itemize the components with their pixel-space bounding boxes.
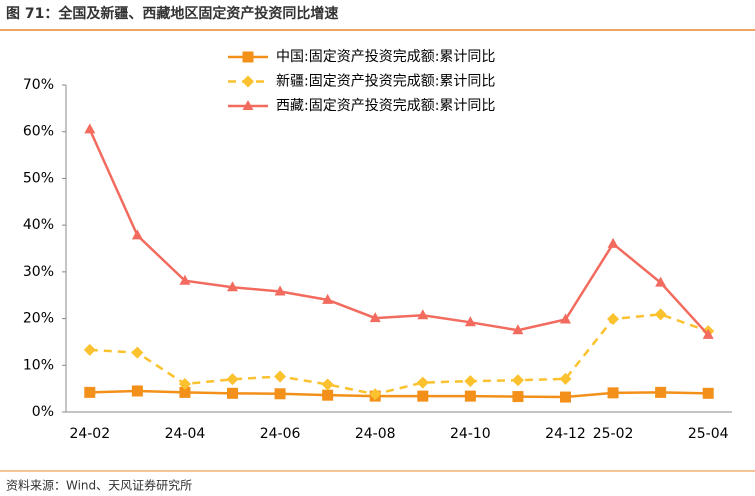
marker	[512, 324, 524, 335]
marker	[607, 237, 619, 248]
marker	[227, 281, 238, 292]
marker	[131, 346, 144, 359]
x-tick-label: 24-12	[545, 426, 586, 442]
marker	[369, 312, 381, 323]
marker	[559, 372, 572, 385]
x-tick-label: 24-08	[355, 426, 396, 442]
marker	[607, 387, 619, 399]
marker	[83, 343, 96, 356]
legend-marker	[242, 100, 254, 110]
y-tick-label: 0%	[32, 404, 54, 420]
series-line	[88, 128, 710, 336]
x-tick-label: 25-02	[593, 426, 634, 442]
x-tick-label: 24-04	[165, 426, 206, 442]
y-tick-label: 50%	[23, 170, 54, 186]
marker	[321, 378, 334, 391]
marker	[274, 388, 286, 400]
marker	[131, 385, 143, 397]
marker	[417, 309, 429, 320]
marker	[464, 375, 477, 388]
y-tick-label: 70%	[23, 77, 54, 93]
marker	[84, 123, 96, 134]
marker	[274, 285, 286, 296]
marker	[417, 390, 429, 402]
marker	[560, 391, 571, 403]
y-tick-label: 20%	[23, 311, 54, 327]
marker	[464, 316, 476, 327]
series-line	[89, 313, 709, 396]
marker	[178, 377, 191, 390]
marker	[416, 376, 429, 389]
legend-marker	[242, 75, 254, 88]
x-tick-label: 25-04	[688, 426, 729, 442]
marker	[654, 308, 667, 321]
y-tick-label: 60%	[23, 124, 54, 140]
marker	[226, 373, 239, 386]
marker	[322, 389, 334, 401]
marker	[84, 386, 96, 398]
marker	[511, 374, 524, 387]
x-tick-label: 24-06	[260, 426, 301, 442]
x-tick-label: 24-10	[450, 426, 491, 442]
legend-label: 新疆:固定资产投资完成额:累计同比	[276, 74, 495, 90]
marker	[274, 370, 287, 383]
marker	[227, 387, 238, 399]
y-tick-label: 40%	[23, 217, 54, 233]
figure-title: 图 71：全国及新疆、西藏地区固定资产投资同比增速	[6, 5, 338, 22]
marker	[702, 328, 714, 339]
series-line	[89, 389, 709, 399]
y-tick-label: 10%	[23, 357, 54, 373]
marker	[512, 391, 524, 403]
marker	[322, 293, 334, 304]
marker	[655, 276, 667, 287]
legend-label: 西藏:固定资产投资完成额:累计同比	[276, 98, 495, 114]
source: 资料来源：Wind、天风证券研究所	[6, 478, 192, 493]
marker	[702, 387, 714, 399]
y-tick-label: 30%	[23, 264, 54, 280]
marker	[179, 386, 191, 398]
marker	[464, 390, 476, 402]
legend-marker	[242, 51, 254, 63]
legend-label: 中国:固定资产投资完成额:累计同比	[276, 49, 495, 65]
marker	[179, 274, 191, 285]
marker	[607, 313, 620, 326]
x-tick-label: 24-02	[69, 426, 110, 442]
marker	[560, 313, 571, 324]
marker	[369, 388, 382, 401]
marker	[131, 229, 143, 240]
marker	[655, 386, 667, 398]
